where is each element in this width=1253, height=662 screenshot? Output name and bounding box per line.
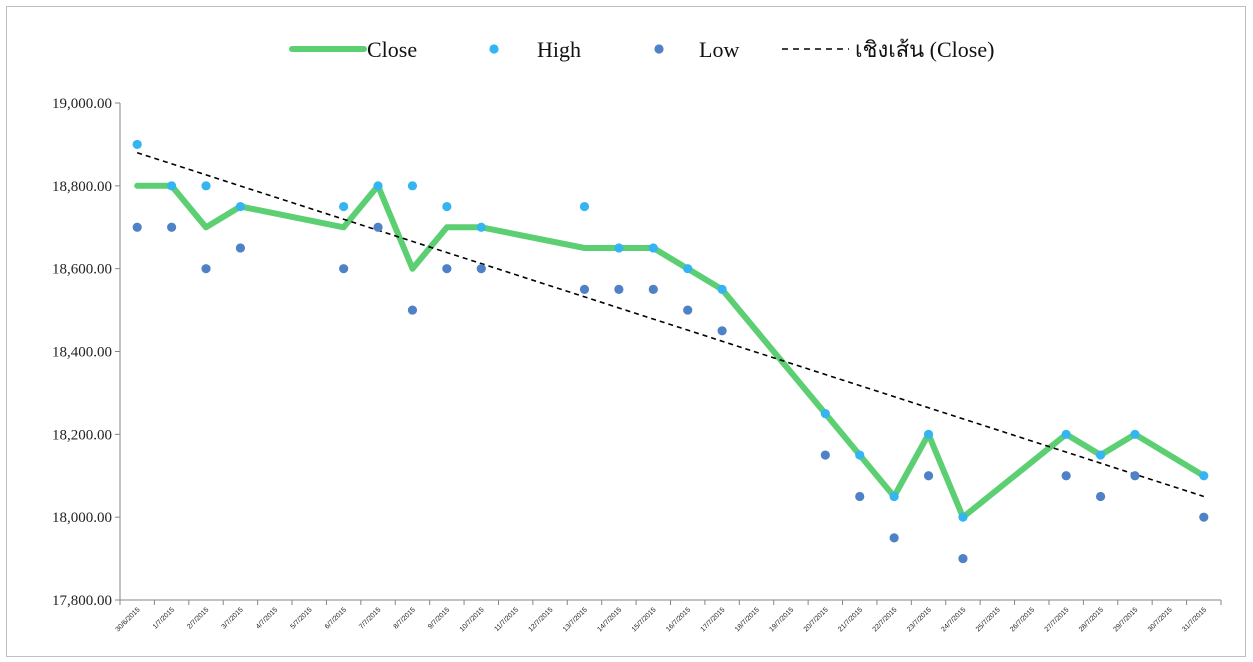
point-high bbox=[614, 243, 624, 253]
y-tick-label: 19,000.00 bbox=[52, 96, 112, 112]
point-low bbox=[958, 553, 968, 564]
point-low bbox=[579, 284, 590, 294]
point-high bbox=[648, 243, 658, 253]
y-axis: 17,800.00 18,000.00 18,200.00 18,400.00 18,6… bbox=[52, 96, 121, 609]
x-tick-label: 1/7/2015 bbox=[152, 606, 176, 630]
legend-label-line: Close bbox=[367, 37, 417, 62]
point-low bbox=[476, 264, 486, 274]
x-tick-label: 17/7/2015 bbox=[700, 606, 727, 633]
legend-swatch-low bbox=[654, 44, 664, 54]
y-tick-label: 18,000.00 bbox=[52, 510, 112, 526]
x-tick-label: 3/7/2015 bbox=[221, 606, 245, 630]
point-high bbox=[1199, 471, 1209, 481]
x-tick-label: 8/7/2015 bbox=[393, 606, 417, 630]
point-high bbox=[132, 139, 142, 150]
point-high bbox=[201, 181, 211, 191]
x-tick-label: 27/7/2015 bbox=[1044, 606, 1071, 633]
y-tick-label: 18,200.00 bbox=[52, 427, 112, 443]
point-low bbox=[442, 264, 452, 274]
point-high bbox=[442, 201, 452, 212]
legend: Close High Low เชิงเส้น (Close) bbox=[289, 37, 994, 62]
point-high bbox=[476, 222, 486, 232]
legend-label-high: High bbox=[537, 37, 581, 62]
point-high bbox=[579, 201, 590, 212]
point-high bbox=[407, 181, 418, 191]
point-high bbox=[1095, 450, 1106, 460]
x-tick-label: 21/7/2015 bbox=[837, 606, 864, 633]
plot-area bbox=[132, 139, 1209, 564]
point-high bbox=[167, 181, 177, 191]
x-tick-label: 12/7/2015 bbox=[528, 606, 555, 633]
x-tick-label: 16/7/2015 bbox=[665, 606, 692, 633]
line-chart: Close High Low เชิงเส้น (Close) 17,800.00 18… bbox=[52, 37, 1222, 633]
point-low bbox=[235, 243, 246, 253]
point-low bbox=[717, 326, 727, 336]
x-tick-label: 5/7/2015 bbox=[289, 606, 313, 630]
point-high bbox=[1061, 429, 1071, 439]
series-trend-line bbox=[136, 151, 1205, 498]
point-low bbox=[648, 284, 658, 294]
point-low bbox=[683, 305, 693, 315]
x-tick-label: 30/7/2015 bbox=[1147, 606, 1174, 633]
x-tick-label: 20/7/2015 bbox=[803, 606, 830, 633]
point-high bbox=[717, 284, 727, 294]
x-tick-label: 14/7/2015 bbox=[596, 606, 623, 633]
point-low bbox=[1061, 471, 1071, 481]
y-tick-label: 18,800.00 bbox=[52, 179, 112, 195]
x-tick-label: 6/7/2015 bbox=[324, 606, 348, 630]
point-low bbox=[407, 305, 418, 315]
point-high bbox=[889, 491, 899, 502]
point-low bbox=[132, 222, 142, 232]
x-tick-label: 24/7/2015 bbox=[940, 606, 967, 633]
x-tick-label: 23/7/2015 bbox=[906, 606, 933, 633]
point-high bbox=[820, 409, 830, 419]
point-low bbox=[889, 533, 899, 543]
point-high bbox=[683, 264, 693, 274]
x-tick-label: 29/7/2015 bbox=[1112, 606, 1139, 633]
series-close-line bbox=[134, 182, 1207, 521]
x-tick-label: 13/7/2015 bbox=[562, 606, 589, 633]
x-tick-label: 15/7/2015 bbox=[631, 606, 658, 633]
point-high bbox=[855, 450, 865, 460]
legend-swatch-high bbox=[489, 44, 499, 54]
x-tick-label: 28/7/2015 bbox=[1078, 606, 1105, 633]
point-high bbox=[339, 201, 349, 212]
point-high bbox=[235, 201, 246, 212]
x-tick-label: 26/7/2015 bbox=[1009, 606, 1036, 633]
point-low bbox=[373, 222, 383, 232]
x-tick-label: 22/7/2015 bbox=[872, 606, 899, 633]
x-tick-label: 31/7/2015 bbox=[1181, 606, 1208, 633]
x-tick-label: 4/7/2015 bbox=[255, 606, 279, 630]
x-tick-label: 7/7/2015 bbox=[358, 606, 382, 630]
point-low bbox=[820, 450, 830, 460]
point-high bbox=[373, 181, 383, 191]
x-tick-label: 2/7/2015 bbox=[186, 606, 210, 630]
point-low bbox=[1095, 491, 1106, 502]
x-axis: 30/6/2015 1/7/2015 2/7/2015 3/7/2015 4/7/201… bbox=[115, 599, 1222, 633]
point-low bbox=[339, 264, 349, 274]
x-tick-label: 30/6/2015 bbox=[115, 606, 142, 633]
point-low bbox=[1199, 512, 1209, 522]
y-tick-label: 17,800.00 bbox=[52, 593, 112, 609]
y-tick-label: 18,600.00 bbox=[52, 262, 112, 278]
legend-label-trend: เชิงเส้น (Close) bbox=[855, 37, 994, 62]
x-tick-label: 25/7/2015 bbox=[975, 606, 1002, 633]
x-tick-label: 19/7/2015 bbox=[768, 606, 795, 633]
x-tick-label: 9/7/2015 bbox=[427, 606, 451, 630]
point-low bbox=[614, 284, 624, 294]
chart-frame: Close High Low เชิงเส้น (Close) 17,800.00 18… bbox=[6, 6, 1246, 657]
x-tick-label: 10/7/2015 bbox=[459, 606, 486, 633]
point-low bbox=[201, 264, 211, 274]
legend-label-low: Low bbox=[699, 37, 739, 62]
x-tick-label: 18/7/2015 bbox=[734, 606, 761, 633]
y-tick-label: 18,400.00 bbox=[52, 345, 112, 361]
point-low bbox=[855, 491, 865, 502]
point-low bbox=[167, 222, 177, 232]
point-low bbox=[923, 471, 934, 481]
point-high bbox=[1130, 429, 1140, 439]
x-tick-label: 11/7/2015 bbox=[493, 606, 520, 633]
point-low bbox=[1130, 471, 1140, 481]
point-high bbox=[958, 512, 968, 522]
point-high bbox=[923, 429, 934, 439]
